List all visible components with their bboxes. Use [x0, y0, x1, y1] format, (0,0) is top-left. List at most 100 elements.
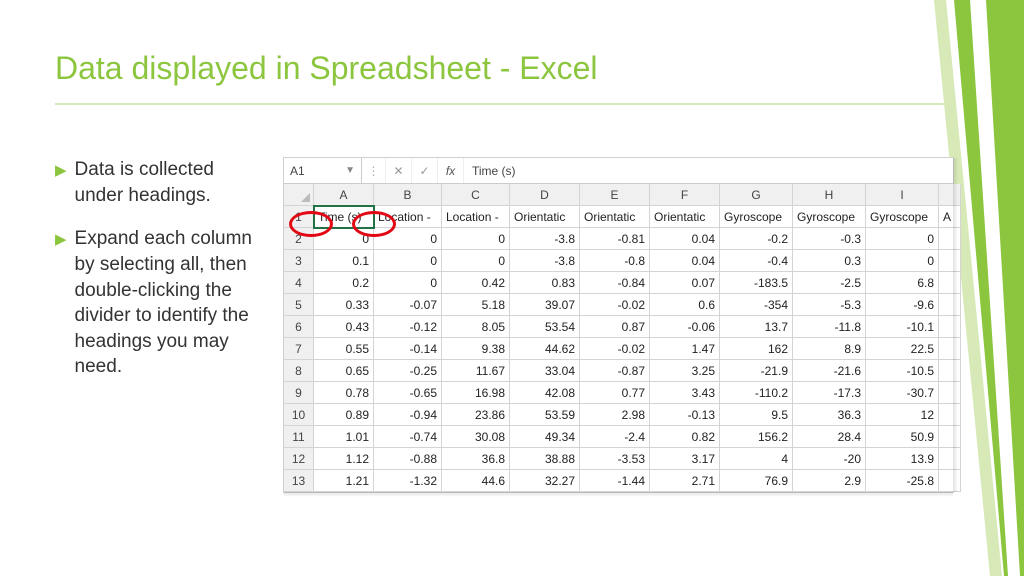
cell[interactable]: -0.88 — [374, 448, 442, 470]
cell[interactable]: Orientatic — [510, 206, 580, 228]
cell[interactable]: -0.87 — [580, 360, 650, 382]
cell[interactable]: -354 — [720, 294, 793, 316]
cell[interactable]: -0.14 — [374, 338, 442, 360]
cell[interactable]: -0.94 — [374, 404, 442, 426]
row-header[interactable]: 13 — [284, 470, 314, 492]
cell[interactable]: 44.62 — [510, 338, 580, 360]
name-box[interactable]: A1 ▼ — [284, 158, 362, 183]
cell[interactable]: 0.42 — [442, 272, 510, 294]
spreadsheet-grid[interactable]: ABCDEFGHI1Time (s)Location -Location -Or… — [284, 184, 953, 492]
cell[interactable]: 2.98 — [580, 404, 650, 426]
cell[interactable]: 53.59 — [510, 404, 580, 426]
cell[interactable]: 0 — [866, 250, 939, 272]
cell[interactable]: 1.47 — [650, 338, 720, 360]
cell[interactable]: -0.81 — [580, 228, 650, 250]
cell[interactable]: -0.4 — [720, 250, 793, 272]
cell[interactable]: 36.3 — [793, 404, 866, 426]
cell[interactable]: -0.07 — [374, 294, 442, 316]
cell[interactable]: -0.02 — [580, 294, 650, 316]
cell[interactable]: 0 — [374, 250, 442, 272]
cell[interactable]: -0.65 — [374, 382, 442, 404]
cell[interactable]: 36.8 — [442, 448, 510, 470]
cell[interactable]: -1.44 — [580, 470, 650, 492]
cell[interactable]: 2.71 — [650, 470, 720, 492]
cell[interactable]: -0.12 — [374, 316, 442, 338]
cell[interactable]: -10.5 — [866, 360, 939, 382]
cell[interactable]: 2.9 — [793, 470, 866, 492]
cell[interactable]: Gyroscope — [793, 206, 866, 228]
cell[interactable]: 9.5 — [720, 404, 793, 426]
cell[interactable]: 0.87 — [580, 316, 650, 338]
cell[interactable]: 4 — [720, 448, 793, 470]
row-header[interactable]: 11 — [284, 426, 314, 448]
cell[interactable]: 0.04 — [650, 228, 720, 250]
cell[interactable]: -20 — [793, 448, 866, 470]
row-header[interactable]: 10 — [284, 404, 314, 426]
cell[interactable]: 6.8 — [866, 272, 939, 294]
cell[interactable]: 3.25 — [650, 360, 720, 382]
cell[interactable]: -0.84 — [580, 272, 650, 294]
cell[interactable]: 0.1 — [314, 250, 374, 272]
cell[interactable]: -3.8 — [510, 250, 580, 272]
cell[interactable]: 12 — [866, 404, 939, 426]
cell[interactable]: -25.8 — [866, 470, 939, 492]
cell[interactable]: 0.6 — [650, 294, 720, 316]
cell[interactable]: 23.86 — [442, 404, 510, 426]
cell[interactable]: -0.2 — [720, 228, 793, 250]
cell[interactable]: 49.34 — [510, 426, 580, 448]
cell[interactable]: 13.9 — [866, 448, 939, 470]
row-header[interactable]: 5 — [284, 294, 314, 316]
row-header[interactable]: 7 — [284, 338, 314, 360]
cell[interactable]: 0 — [866, 228, 939, 250]
cell[interactable]: -1.32 — [374, 470, 442, 492]
cell[interactable]: -3.53 — [580, 448, 650, 470]
cell[interactable]: 5.18 — [442, 294, 510, 316]
cell[interactable]: 0.33 — [314, 294, 374, 316]
cell[interactable]: 11.67 — [442, 360, 510, 382]
row-header[interactable]: 4 — [284, 272, 314, 294]
cell[interactable]: 42.08 — [510, 382, 580, 404]
cell[interactable]: -0.3 — [793, 228, 866, 250]
cell[interactable]: -110.2 — [720, 382, 793, 404]
cell[interactable]: 0.82 — [650, 426, 720, 448]
cell[interactable]: -3.8 — [510, 228, 580, 250]
cell[interactable]: -10.1 — [866, 316, 939, 338]
row-header[interactable]: 9 — [284, 382, 314, 404]
cell[interactable]: 0.65 — [314, 360, 374, 382]
cell[interactable]: -0.06 — [650, 316, 720, 338]
row-header[interactable]: 3 — [284, 250, 314, 272]
cell[interactable]: -11.8 — [793, 316, 866, 338]
cell[interactable]: 39.07 — [510, 294, 580, 316]
cell[interactable]: 22.5 — [866, 338, 939, 360]
select-all-corner[interactable] — [284, 184, 314, 206]
row-header[interactable]: 12 — [284, 448, 314, 470]
cell[interactable]: 0 — [374, 228, 442, 250]
cell[interactable]: 1.21 — [314, 470, 374, 492]
cell[interactable]: 0.3 — [793, 250, 866, 272]
cell[interactable]: 0 — [374, 272, 442, 294]
cell[interactable]: 16.98 — [442, 382, 510, 404]
cell[interactable]: Gyroscope — [866, 206, 939, 228]
column-header-C[interactable]: C — [442, 184, 510, 206]
row-header[interactable]: 1 — [284, 206, 314, 228]
cell[interactable]: -2.5 — [793, 272, 866, 294]
column-header-G[interactable]: G — [720, 184, 793, 206]
cell[interactable]: 0 — [442, 250, 510, 272]
cell[interactable]: Time (s) — [314, 206, 374, 228]
cell[interactable]: -2.4 — [580, 426, 650, 448]
cell[interactable]: 1.01 — [314, 426, 374, 448]
cell[interactable]: 13.7 — [720, 316, 793, 338]
cell[interactable]: Orientatic — [650, 206, 720, 228]
cell[interactable]: 28.4 — [793, 426, 866, 448]
cell[interactable]: 0 — [314, 228, 374, 250]
column-header-B[interactable]: B — [374, 184, 442, 206]
cell[interactable]: -5.3 — [793, 294, 866, 316]
cell[interactable]: -30.7 — [866, 382, 939, 404]
cell[interactable]: 156.2 — [720, 426, 793, 448]
cell[interactable]: -0.13 — [650, 404, 720, 426]
cell[interactable]: 76.9 — [720, 470, 793, 492]
column-header-I[interactable]: I — [866, 184, 939, 206]
cell[interactable]: 0 — [442, 228, 510, 250]
column-header-D[interactable]: D — [510, 184, 580, 206]
cell[interactable]: 38.88 — [510, 448, 580, 470]
